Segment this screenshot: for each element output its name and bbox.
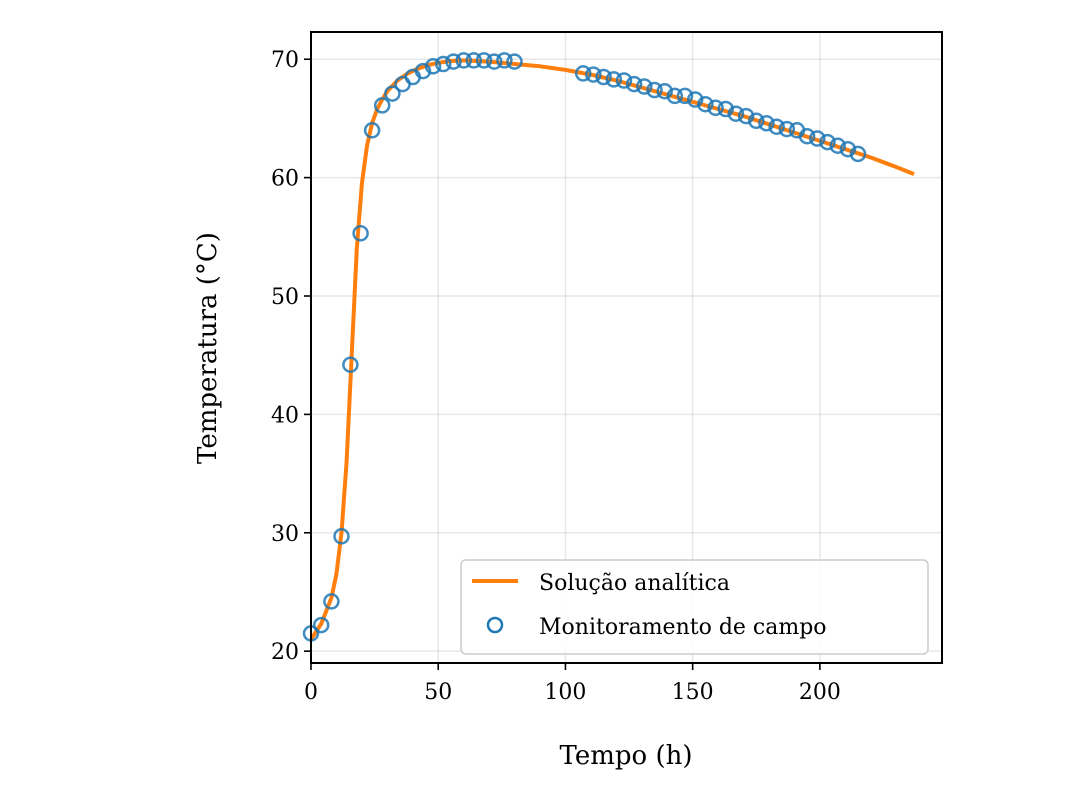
legend-label-field: Monitoramento de campo	[539, 615, 827, 640]
x-tick-label: 100	[544, 680, 586, 705]
data-point-field	[758, 114, 775, 132]
data-point-field	[496, 52, 513, 69]
data-point-field	[636, 78, 653, 95]
y-tick-label: 40	[271, 403, 299, 428]
x-tick-label: 50	[424, 680, 452, 705]
data-point-field	[809, 130, 826, 147]
data-point-field	[697, 95, 714, 113]
data-point-field	[666, 87, 684, 105]
y-tick-label: 30	[271, 522, 299, 547]
data-point-field	[829, 137, 846, 154]
legend-label-analytic: Solução analítica	[539, 571, 730, 596]
data-point-field	[778, 120, 796, 138]
data-point-field	[506, 53, 523, 70]
data-point-field	[676, 87, 694, 105]
x-axis-ticks: 0 50 100 150 200	[304, 663, 841, 705]
y-tick-label: 60	[271, 167, 299, 192]
data-point-field	[625, 75, 643, 93]
data-point-field	[585, 66, 602, 83]
legend: Solução analítica Monitoramento de campo	[460, 559, 929, 655]
data-point-field	[686, 91, 704, 108]
data-point-field	[475, 52, 493, 69]
data-point-field	[605, 71, 623, 88]
x-tick-label: 0	[304, 680, 318, 705]
data-point-field	[445, 53, 462, 70]
data-point-field	[485, 53, 503, 70]
x-axis-label: Tempo (h)	[560, 741, 693, 771]
data-point-field	[595, 68, 612, 86]
data-point-field	[384, 85, 401, 102]
data-point-field	[768, 118, 785, 135]
data-point-field	[615, 72, 633, 89]
data-point-field	[373, 97, 391, 114]
legend-circle-marker	[486, 616, 504, 634]
data-point-field	[656, 82, 673, 100]
data-point-field	[574, 65, 592, 82]
x-tick-label: 150	[672, 680, 714, 705]
y-tick-label: 70	[271, 48, 299, 73]
x-tick-label: 200	[799, 680, 841, 705]
data-point-field	[839, 140, 857, 158]
data-point-field	[312, 616, 330, 634]
data-point-field	[646, 81, 663, 99]
data-point-field	[352, 225, 369, 242]
axes-frame	[310, 31, 943, 664]
data-point-field	[465, 52, 483, 69]
y-axis-label: Temperatura (°C)	[193, 232, 223, 464]
data-point-field	[333, 528, 350, 545]
data-point-field	[414, 62, 432, 80]
data-point-field	[849, 145, 867, 163]
y-tick-label: 50	[271, 285, 299, 310]
data-point-field	[727, 105, 745, 122]
y-tick-label: 20	[271, 640, 299, 665]
data-point-field	[435, 55, 452, 73]
data-point-field	[717, 100, 734, 118]
data-point-field	[819, 133, 836, 151]
plot-area	[302, 52, 915, 642]
y-axis-ticks: 20 30 40 50 60 70	[271, 48, 311, 665]
data-point-field	[707, 99, 724, 117]
data-point-field	[748, 112, 765, 130]
data-point-field	[424, 58, 442, 75]
data-point-field	[323, 593, 340, 610]
data-point-field	[342, 356, 359, 373]
data-point-field	[455, 52, 472, 69]
legend-box	[460, 559, 929, 655]
data-point-field	[363, 122, 381, 139]
data-point-field	[798, 127, 816, 145]
data-point-field	[737, 107, 755, 125]
